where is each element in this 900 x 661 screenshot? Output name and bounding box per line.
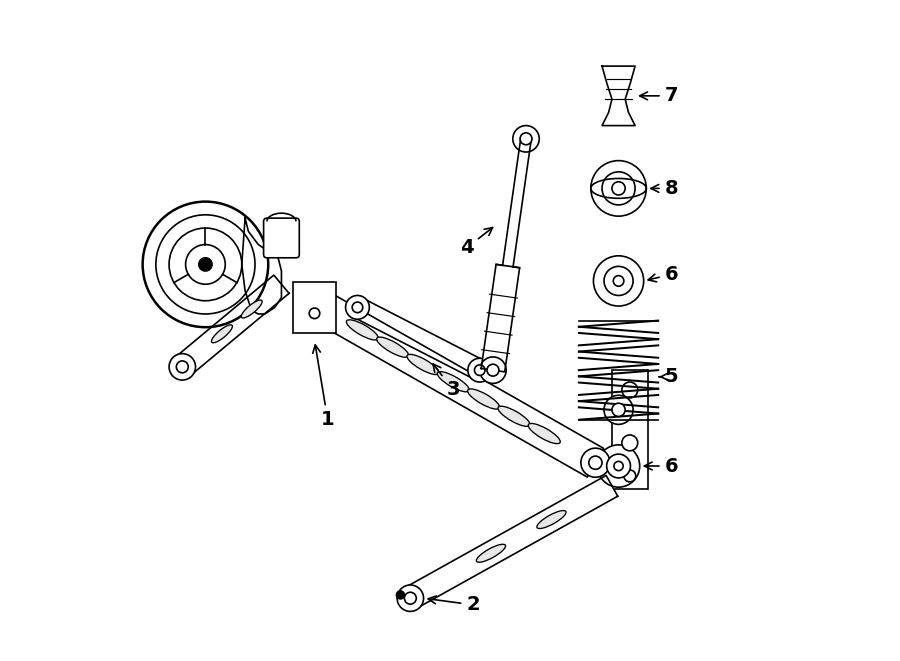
Circle shape bbox=[613, 276, 624, 286]
Circle shape bbox=[602, 172, 635, 205]
Circle shape bbox=[480, 357, 506, 383]
Ellipse shape bbox=[437, 371, 469, 392]
Circle shape bbox=[624, 470, 635, 482]
Ellipse shape bbox=[498, 406, 530, 426]
Circle shape bbox=[593, 256, 644, 306]
Circle shape bbox=[397, 585, 424, 611]
Circle shape bbox=[604, 395, 633, 424]
Text: 2: 2 bbox=[428, 596, 480, 614]
Ellipse shape bbox=[212, 325, 232, 343]
Polygon shape bbox=[602, 66, 635, 126]
FancyBboxPatch shape bbox=[292, 282, 337, 333]
Circle shape bbox=[607, 454, 631, 478]
Circle shape bbox=[169, 228, 242, 301]
Circle shape bbox=[304, 294, 318, 307]
Circle shape bbox=[310, 308, 320, 319]
Ellipse shape bbox=[468, 389, 500, 409]
Circle shape bbox=[622, 382, 638, 398]
Text: 7: 7 bbox=[640, 87, 679, 105]
Circle shape bbox=[520, 133, 532, 145]
Circle shape bbox=[612, 403, 625, 416]
Circle shape bbox=[468, 358, 491, 382]
Circle shape bbox=[346, 295, 369, 319]
Polygon shape bbox=[242, 218, 282, 314]
FancyBboxPatch shape bbox=[612, 370, 648, 489]
Circle shape bbox=[185, 245, 225, 284]
Text: 1: 1 bbox=[312, 345, 335, 429]
Circle shape bbox=[622, 435, 638, 451]
Circle shape bbox=[604, 266, 633, 295]
Ellipse shape bbox=[407, 354, 439, 375]
Circle shape bbox=[590, 161, 646, 216]
Text: 4: 4 bbox=[460, 227, 492, 257]
Text: 3: 3 bbox=[433, 364, 460, 399]
Polygon shape bbox=[482, 264, 519, 372]
Circle shape bbox=[176, 361, 188, 373]
Polygon shape bbox=[404, 475, 617, 609]
Circle shape bbox=[612, 182, 625, 195]
Text: 6: 6 bbox=[644, 457, 679, 475]
Polygon shape bbox=[303, 286, 604, 477]
Circle shape bbox=[474, 365, 485, 375]
Circle shape bbox=[297, 286, 326, 315]
Circle shape bbox=[352, 302, 363, 313]
Circle shape bbox=[589, 456, 602, 469]
Text: 6: 6 bbox=[648, 265, 679, 284]
Circle shape bbox=[580, 448, 610, 477]
Circle shape bbox=[156, 215, 255, 314]
Circle shape bbox=[598, 445, 640, 487]
Circle shape bbox=[397, 591, 404, 599]
Text: 8: 8 bbox=[651, 179, 679, 198]
Circle shape bbox=[169, 354, 195, 380]
FancyBboxPatch shape bbox=[264, 218, 300, 258]
Ellipse shape bbox=[377, 337, 409, 358]
Ellipse shape bbox=[537, 510, 566, 529]
Polygon shape bbox=[502, 138, 531, 267]
Ellipse shape bbox=[528, 424, 561, 444]
Circle shape bbox=[404, 592, 417, 604]
Circle shape bbox=[614, 461, 623, 471]
Circle shape bbox=[487, 364, 499, 376]
Circle shape bbox=[142, 202, 268, 327]
Ellipse shape bbox=[476, 544, 506, 563]
Ellipse shape bbox=[241, 300, 262, 318]
Polygon shape bbox=[353, 298, 484, 379]
Circle shape bbox=[513, 126, 539, 152]
Circle shape bbox=[199, 258, 212, 271]
Ellipse shape bbox=[346, 320, 378, 340]
Polygon shape bbox=[175, 275, 289, 376]
Text: 5: 5 bbox=[659, 368, 679, 386]
